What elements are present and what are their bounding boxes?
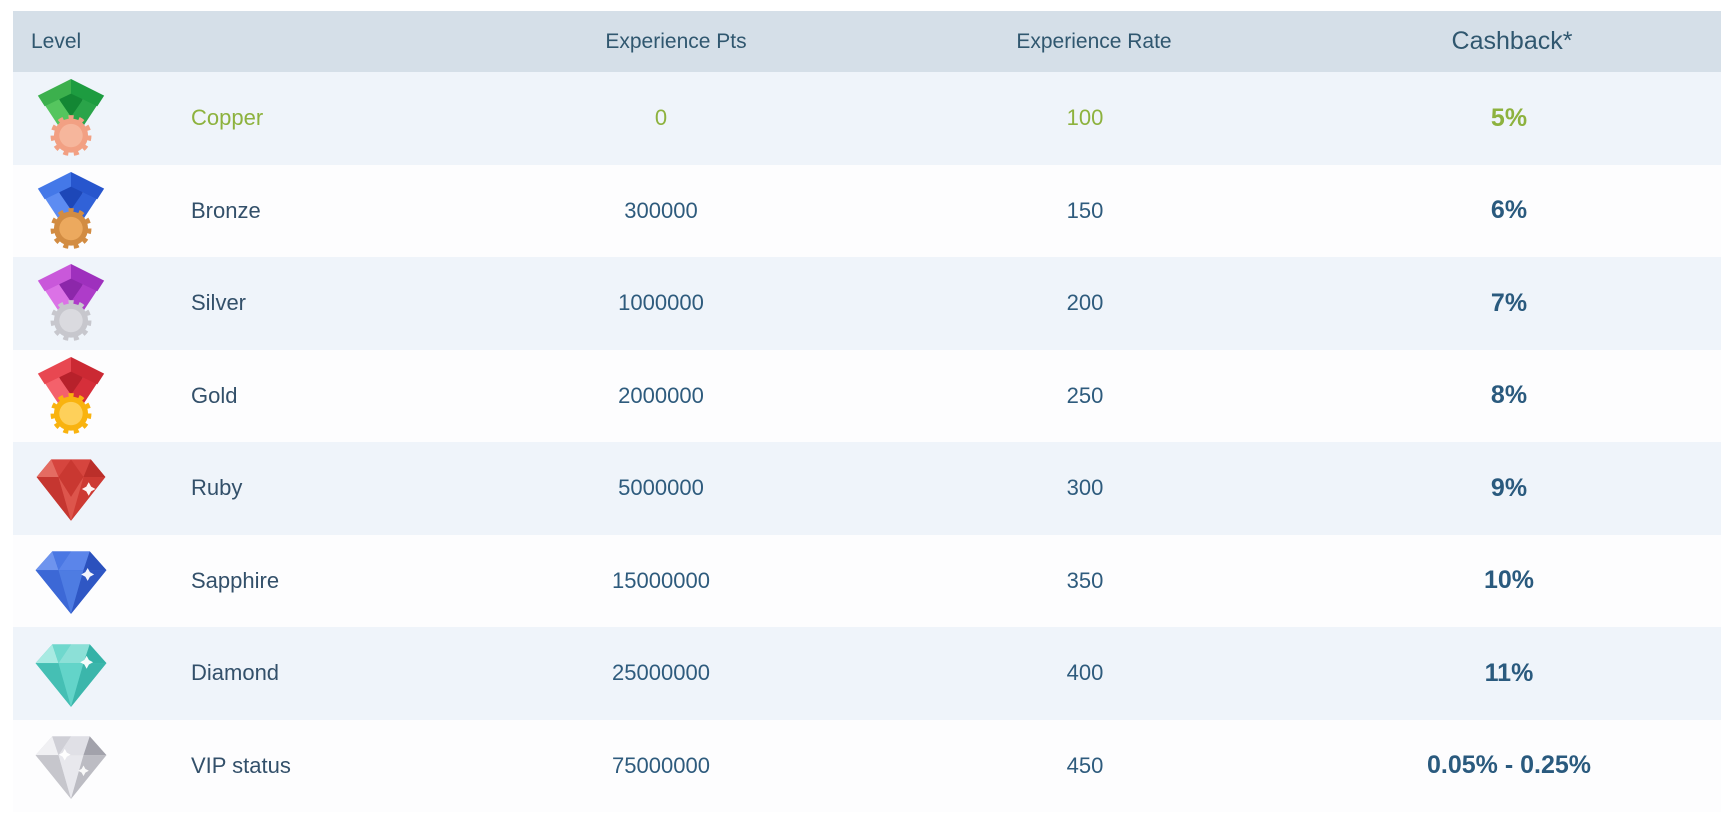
cashback-cell: 11% (1484, 658, 1534, 687)
level-name: VIP status (191, 752, 291, 778)
level-cell: Bronze (13, 168, 449, 254)
level-name: Copper (191, 105, 264, 131)
sapphire-gem-icon (23, 543, 119, 618)
level-name: Silver (191, 290, 247, 316)
table-row-copper: Copper 0 100 5% (13, 72, 1721, 165)
experience-rate-cell: 450 (1066, 752, 1104, 778)
experience-pts-cell: 300000 (624, 197, 698, 223)
table-row-vip-status: VIP status 75000000 450 0.05% - 0.25% (13, 719, 1721, 812)
experience-rate-cell: 300 (1066, 475, 1104, 501)
cashback-cell: 8% (1490, 381, 1528, 410)
experience-rate-cell: 350 (1066, 567, 1104, 593)
copper-medal-icon (23, 75, 119, 161)
cashback-cell: 0.05% - 0.25% (1427, 751, 1591, 780)
experience-rate-cell: 100 (1066, 105, 1104, 131)
column-header-experience-pts: Experience Pts (605, 29, 747, 53)
vip-diamond-icon (23, 728, 119, 803)
cashback-cell: 6% (1490, 196, 1528, 225)
table-header: Level Experience Pts Experience Rate Cas… (13, 11, 1721, 72)
cashback-cell: 9% (1490, 473, 1528, 502)
experience-pts-cell: 75000000 (612, 752, 710, 778)
level-name: Ruby (191, 475, 243, 501)
table-row-bronze: Bronze 300000 150 6% (13, 164, 1721, 257)
bronze-medal-icon (23, 168, 119, 254)
table-row-sapphire: Sapphire 15000000 350 10% (13, 534, 1721, 627)
silver-medal-icon (23, 260, 119, 346)
level-cell: Gold (13, 353, 449, 439)
experience-rate-cell: 150 (1066, 197, 1104, 223)
experience-rate-cell: 400 (1066, 660, 1104, 686)
level-name: Sapphire (191, 567, 280, 593)
gold-medal-icon (23, 353, 119, 439)
experience-rate-cell: 200 (1066, 290, 1104, 316)
level-cell: Diamond (13, 636, 449, 711)
level-cell: VIP status (13, 728, 449, 803)
experience-pts-cell: 25000000 (612, 660, 710, 686)
table-row-silver: Silver 1000000 200 7% (13, 257, 1721, 350)
column-header-cashback: Cashback* (1451, 27, 1573, 55)
cashback-cell: 5% (1490, 103, 1528, 132)
level-cell: Silver (13, 260, 449, 346)
column-header-experience-rate: Experience Rate (1016, 29, 1172, 53)
level-name: Gold (191, 382, 238, 408)
column-header-level: Level (31, 29, 82, 53)
level-cell: Ruby (13, 451, 449, 526)
cashback-cell: 10% (1483, 566, 1535, 595)
table-row-gold: Gold 2000000 250 8% (13, 349, 1721, 442)
experience-pts-cell: 15000000 (612, 567, 710, 593)
experience-pts-cell: 2000000 (618, 382, 704, 408)
experience-pts-cell: 5000000 (618, 475, 704, 501)
table-row-diamond: Diamond 25000000 400 11% (13, 627, 1721, 720)
cashback-cell: 7% (1490, 288, 1528, 317)
ruby-gem-icon (23, 451, 119, 526)
diamond-gem-icon (23, 636, 119, 711)
level-name: Bronze (191, 197, 261, 223)
level-cell: Copper (13, 75, 449, 161)
loyalty-levels-table: Level Experience Pts Experience Rate Cas… (13, 11, 1721, 812)
experience-pts-cell: 0 (654, 105, 668, 131)
experience-pts-cell: 1000000 (618, 290, 704, 316)
level-name: Diamond (191, 660, 280, 686)
table-row-ruby: Ruby 5000000 300 9% (13, 442, 1721, 535)
level-cell: Sapphire (13, 543, 449, 618)
experience-rate-cell: 250 (1066, 382, 1104, 408)
